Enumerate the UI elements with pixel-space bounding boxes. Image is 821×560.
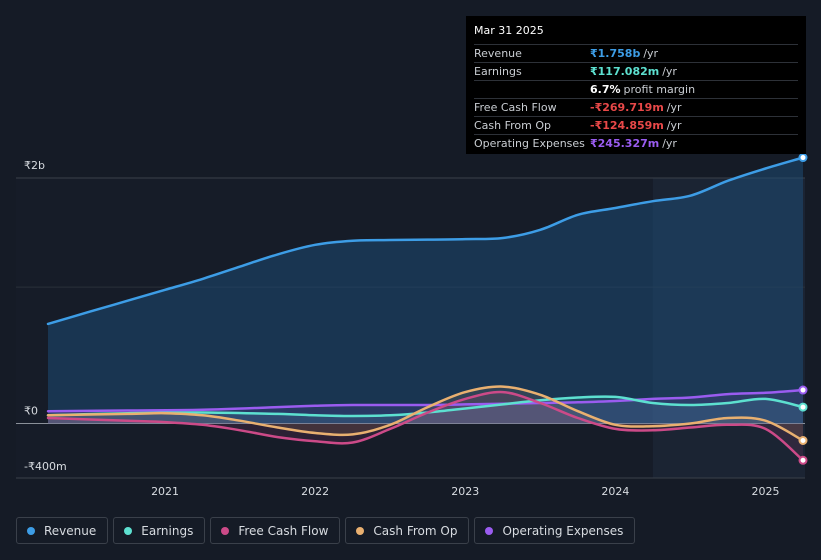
legend-dot-icon [356,526,365,535]
legend-label: Free Cash Flow [238,523,329,538]
x-tick-label: 2024 [601,485,629,498]
tooltip-row-value: ₹117.082m [590,65,660,78]
legend-item-revenue[interactable]: Revenue [16,517,109,544]
legend-label: Earnings [141,523,194,538]
legend-item-cash-from-op[interactable]: Cash From Op [345,517,470,544]
tooltip-row-unit: /yr [662,137,677,150]
tooltip-row-value: 6.7% [590,83,621,96]
series-lines [46,156,805,462]
series-line-free-cash-flow [46,390,805,462]
legend-dot-icon [124,526,133,535]
tooltip-row-label: Earnings [474,65,522,78]
tooltip-row: Operating Expenses ₹245.327m/yr [474,134,798,152]
x-tick-label: 2025 [751,485,779,498]
y-tick-label: -₹400m [24,460,67,473]
tooltip-row-unit: /yr [666,101,682,114]
tooltip-row: Cash From Op -₹124.859m/yr [474,116,798,134]
tooltip-row-unit: /yr [662,65,677,78]
series-end-marker [798,402,808,412]
legend-label: Revenue [44,523,97,538]
revenue-area [48,157,803,424]
series-line-revenue [46,156,805,326]
tooltip-row-value: -₹269.719m [590,101,664,114]
series-end-markers [798,153,808,465]
series-end-marker [798,455,808,465]
tooltip-row-label: Cash From Op [474,119,552,132]
legend-dot-icon [221,526,230,535]
legend-item-operating-expenses[interactable]: Operating Expenses [474,517,636,544]
axis-labels: ₹2b ₹0 -₹400m 2021 2022 2023 2024 2025 [24,159,779,498]
x-tick-label: 2022 [301,485,329,498]
tooltip-row-unit: /yr [643,47,659,60]
tooltip-row: Earnings ₹117.082m/yr [474,62,798,80]
tooltip-row-label: Operating Expenses [474,137,585,150]
series-fill-operating-expenses [48,390,803,424]
x-tick-label: 2021 [151,485,179,498]
tooltip-row-label: Revenue [474,47,522,60]
series-line-cash-from-op [46,385,805,442]
series-fill-earnings [48,396,803,424]
legend-item-earnings[interactable]: Earnings [113,517,206,544]
legend-item-free-cash-flow[interactable]: Free Cash Flow [210,517,341,544]
tooltip-row-unit: /yr [666,119,682,132]
legend-dot-icon [27,526,35,535]
legend: Revenue Earnings Free Cash Flow Cash From O… [16,517,636,544]
legend-label: Cash From Op [373,523,458,538]
tooltip-row-label: Free Cash Flow [474,101,557,114]
tooltip-row: 6.7% profit margin [474,80,798,98]
series-line-earnings [46,395,805,418]
y-tick-label: ₹0 [24,404,38,417]
tooltip-row-value: ₹245.327m [590,137,660,150]
legend-label: Operating Expenses [502,523,624,538]
tooltip-panel: Mar 31 2025 Revenue ₹1.758b/yr Earnings ₹11… [466,16,806,154]
tooltip-row-value: -₹124.859m [590,119,664,132]
tooltip-row: Revenue ₹1.758b/yr [474,44,798,62]
tooltip-date: Mar 31 2025 [474,24,544,37]
tooltip-row: Free Cash Flow -₹269.719m/yr [474,98,798,116]
series-end-marker [798,153,808,163]
legend-dot-icon [485,526,494,535]
tooltip-row-unit: profit margin [623,83,696,96]
series-end-marker [798,385,808,395]
series-end-marker [798,436,808,445]
chart-area: ₹2b ₹0 -₹400m 2021 2022 2023 2024 2025 [16,153,808,498]
x-tick-label: 2023 [451,485,479,498]
y-tick-label: ₹2b [24,159,45,172]
tooltip-row-value: ₹1.758b [590,47,641,60]
